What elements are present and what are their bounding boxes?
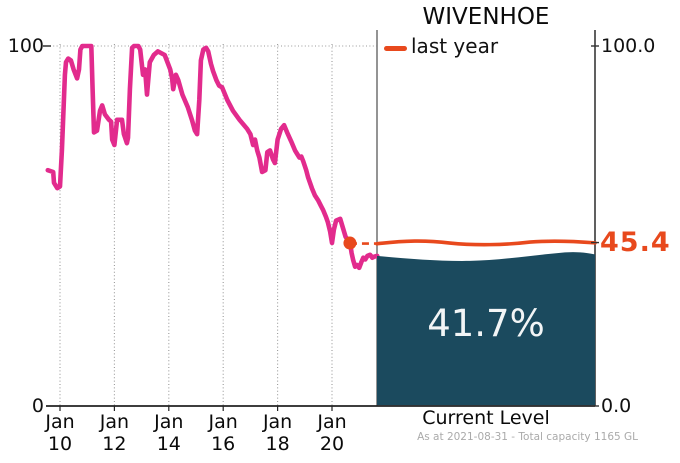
chart-title: WIVENHOE <box>422 4 550 30</box>
x-tick-label: Jan 14 <box>154 411 184 455</box>
current-level-caption: Current Level <box>422 407 550 429</box>
x-tick-label: Jan 20 <box>317 411 347 455</box>
gridlines <box>43 44 377 406</box>
last-year-legend-swatch <box>384 46 407 51</box>
x-tick-label: Jan 10 <box>45 411 75 455</box>
storage-history-line <box>45 43 380 271</box>
current-level-percent: 41.7% <box>427 302 545 345</box>
x-tick-label: Jan 16 <box>208 411 238 455</box>
left-axis-tick-100: 100 <box>7 35 44 57</box>
current-level-water-fill <box>377 252 595 406</box>
last-year-value-label: 45.4 <box>600 227 671 258</box>
axes-and-ticks <box>43 45 599 411</box>
right-axis-tick-0: 0.0 <box>601 395 632 417</box>
as-at-footnote: As at 2021-08-31 - Total capacity 1165 G… <box>417 431 638 443</box>
x-tick-label: Jan 12 <box>99 411 130 455</box>
x-tick-label: Jan 18 <box>262 411 293 455</box>
current-level-water-fill-layer <box>377 252 595 406</box>
left-axis-tick-0: 0 <box>31 395 44 417</box>
last-year-point-dot <box>343 236 357 250</box>
last-year-level-line <box>375 239 597 247</box>
right-axis-tick-100: 100.0 <box>601 35 656 57</box>
history-line-layer <box>45 43 380 271</box>
last-year-legend-label: last year <box>411 34 499 58</box>
last-year-line-layer <box>343 236 597 250</box>
